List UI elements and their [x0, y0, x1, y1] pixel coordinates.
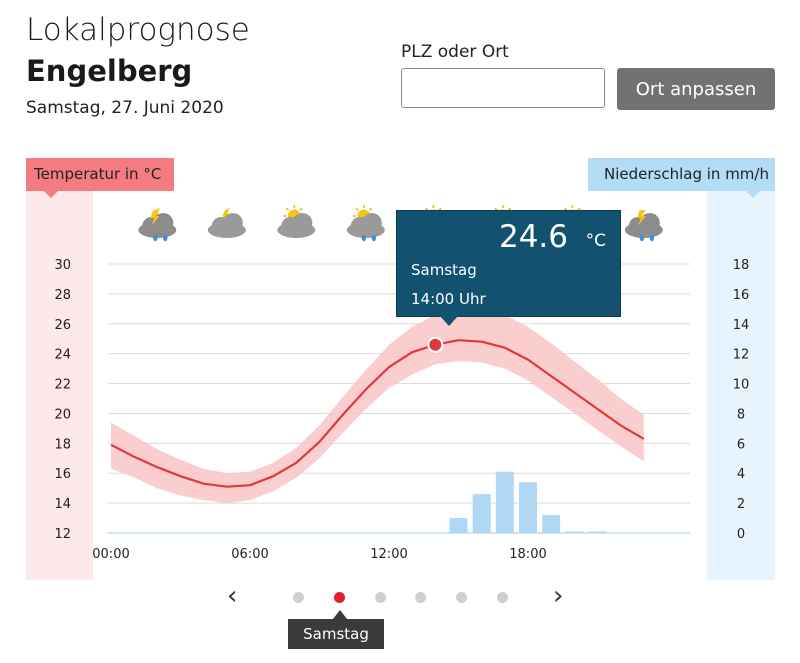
precipitation-tick-label: 8	[737, 407, 745, 422]
precipitation-bar	[495, 471, 514, 533]
temperature-tick-label: 20	[54, 407, 71, 422]
time-tick-label: 00:00	[92, 547, 129, 562]
value-tooltip: 24.6 °C Samstag 14:00 Uhr	[396, 210, 621, 317]
temperature-tag-pointer	[44, 191, 58, 198]
sun-ray	[299, 207, 303, 211]
location-name: Engelberg	[26, 54, 193, 88]
precipitation-axis-panel	[707, 191, 775, 580]
precipitation-tick-label: 6	[737, 437, 745, 452]
sun-ray	[507, 207, 512, 211]
thunderstorm-rain-icon	[624, 210, 663, 242]
chart-axis-labels: 3028262422201816141218161412108642000:00…	[54, 258, 749, 562]
rain-drop	[361, 234, 367, 242]
rain-drop	[649, 234, 655, 242]
time-tick-label: 06:00	[231, 547, 268, 562]
rain-drop	[163, 234, 168, 242]
day-dot[interactable]	[374, 592, 386, 603]
sun-ray	[438, 207, 442, 211]
precipitation-bars	[449, 471, 607, 533]
precipitation-bar	[449, 518, 468, 533]
sun-ray	[355, 207, 359, 211]
temperature-line-path	[110, 339, 645, 488]
day-dot[interactable]	[456, 592, 468, 603]
precipitation-bar	[542, 515, 561, 533]
time-tick-label: 12:00	[370, 547, 407, 562]
temperature-axis-panel	[26, 191, 93, 580]
highlight-marker[interactable]	[427, 336, 444, 353]
page-title: Lokalprognose	[26, 12, 250, 48]
precipitation-bar	[565, 531, 584, 533]
sun-ray	[494, 207, 498, 211]
sun-ray	[368, 207, 373, 211]
temperature-tick-label: 14	[54, 497, 71, 512]
temperature-tick-label: 18	[54, 437, 71, 452]
highlight-point	[427, 336, 444, 353]
day-dot[interactable]	[415, 592, 427, 603]
precipitation-tag-pointer	[746, 191, 760, 198]
precipitation-tick-label: 16	[733, 288, 750, 303]
temperature-tick-label: 16	[54, 467, 71, 482]
sun-ray	[424, 207, 429, 211]
previous-day-button[interactable]: ‹	[227, 581, 238, 611]
precipitation-bar	[472, 494, 491, 533]
cloud-puff	[639, 213, 660, 233]
precipitation-bar	[519, 482, 537, 533]
active-day-label: Samstag	[288, 619, 384, 649]
day-dot[interactable]	[293, 592, 304, 603]
change-location-button[interactable]: Ort anpassen	[617, 68, 775, 110]
thunderstorm-rain-night-icon	[138, 206, 177, 242]
cloud-puff	[361, 213, 382, 233]
day-dot[interactable]	[497, 592, 508, 603]
sun-ray	[577, 207, 581, 211]
tooltip-value: 24.6	[498, 219, 568, 255]
location-search-label: PLZ oder Ort	[401, 42, 509, 62]
precipitation-tick-label: 10	[733, 378, 750, 393]
day-label-pointer	[333, 610, 347, 619]
precipitation-tick-label: 0	[737, 527, 745, 542]
temperature-tick-label: 12	[54, 527, 71, 542]
temperature-tick-label: 30	[54, 258, 71, 273]
rain-drop	[153, 234, 158, 242]
sun-cloud-icon	[277, 205, 316, 238]
temperature-band-area	[111, 307, 644, 504]
forecast-date: Samstag, 27. Juni 2020	[26, 98, 224, 118]
cloudy-night-icon	[207, 206, 246, 238]
sun-cloud-rain-icon	[346, 205, 385, 242]
rain-drop	[639, 234, 645, 242]
tooltip-unit: °C	[585, 231, 606, 251]
cloud-puff	[222, 213, 243, 233]
temperature-tick-label: 26	[54, 318, 71, 333]
temperature-tick-label: 28	[54, 288, 71, 303]
temperature-range-band	[111, 307, 644, 504]
lightning-bolt	[636, 210, 646, 226]
tooltip-pointer	[440, 316, 458, 326]
sun-ray	[563, 207, 568, 211]
temperature-axis-tag: Temperatur in °C	[26, 158, 174, 191]
rain-drop	[371, 234, 377, 242]
cloud-puff	[153, 213, 174, 233]
precipitation-tick-label: 18	[733, 258, 750, 273]
precipitation-tick-label: 4	[737, 467, 745, 482]
precipitation-tick-label: 2	[737, 497, 745, 512]
next-day-button[interactable]: ›	[553, 581, 564, 611]
cloud-puff	[292, 213, 313, 233]
day-dot[interactable]	[333, 592, 345, 603]
sun-ray	[285, 207, 290, 211]
precipitation-tick-label: 12	[733, 348, 750, 363]
temperature-tick-label: 24	[54, 348, 71, 363]
lightning-bolt	[150, 210, 160, 226]
location-search-input[interactable]	[401, 68, 605, 108]
precipitation-axis-tag: Niederschlag in mm/h	[588, 158, 775, 191]
time-tick-label: 18:00	[509, 547, 546, 562]
temperature-tick-label: 22	[54, 378, 71, 393]
precipitation-tick-label: 14	[733, 318, 750, 333]
tooltip-time: 14:00 Uhr	[411, 290, 486, 308]
precipitation-bar	[588, 531, 607, 533]
tooltip-day: Samstag	[411, 261, 477, 279]
